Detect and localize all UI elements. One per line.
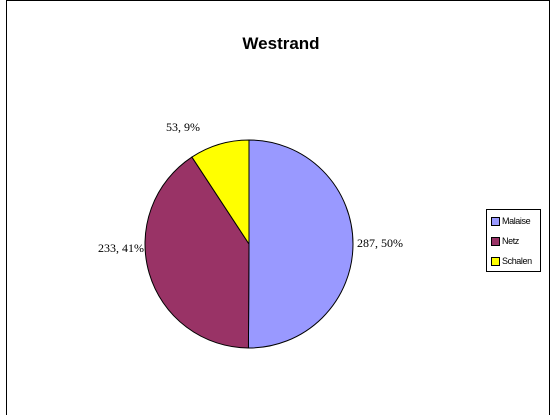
legend-swatch-schalen (491, 256, 500, 266)
legend-swatch-netz (491, 236, 500, 246)
data-labels: 287, 50% 233, 41% 53, 9% (98, 120, 403, 255)
pie-slice-malaise (247, 139, 354, 349)
legend-label-schalen: Schalen (502, 256, 532, 266)
legend: Malaise Netz Schalen (486, 209, 541, 272)
legend-swatch-malaise (491, 216, 500, 226)
legend-item-malaise: Malaise (491, 215, 531, 227)
legend-label-malaise: Malaise (502, 216, 531, 226)
pie-slice-schalen (191, 139, 250, 246)
pie-slices (144, 139, 354, 349)
chart-title: Westrand (242, 34, 319, 53)
legend-item-netz: Netz (491, 235, 519, 247)
legend-item-schalen: Schalen (491, 255, 532, 267)
data-label-schalen: 53, 9% (166, 120, 200, 134)
data-label-netz: 233, 41% (98, 241, 144, 255)
legend-label-netz: Netz (502, 236, 519, 246)
chart-frame (6, 0, 550, 415)
data-label-malaise: 287, 50% (357, 236, 403, 250)
